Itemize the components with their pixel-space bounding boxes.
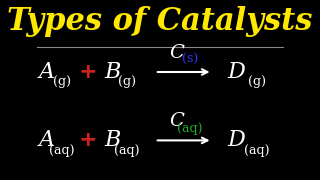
- Text: (s): (s): [182, 53, 198, 66]
- Text: D: D: [227, 61, 245, 83]
- Text: C: C: [170, 44, 185, 62]
- Text: A: A: [39, 129, 55, 151]
- Text: B: B: [105, 61, 121, 83]
- Text: (aq): (aq): [115, 144, 140, 157]
- Text: B: B: [105, 129, 121, 151]
- Text: +: +: [78, 62, 97, 82]
- Text: D: D: [227, 129, 245, 151]
- Text: C: C: [170, 112, 185, 130]
- Text: Types of Catalysts: Types of Catalysts: [7, 6, 313, 37]
- Text: (aq): (aq): [178, 122, 203, 135]
- Text: (g): (g): [248, 75, 266, 88]
- Text: +: +: [78, 130, 97, 150]
- Text: (aq): (aq): [49, 144, 74, 157]
- Text: (g): (g): [118, 75, 136, 88]
- Text: (aq): (aq): [244, 144, 270, 157]
- Text: A: A: [39, 61, 55, 83]
- Text: (g): (g): [52, 75, 70, 88]
